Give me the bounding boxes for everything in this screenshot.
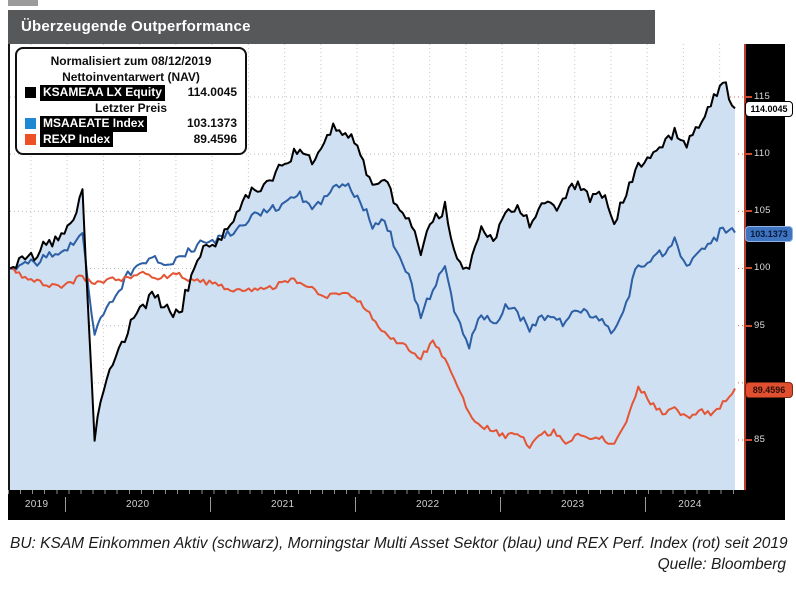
y-axis-tick — [746, 267, 752, 270]
y-axis-tick-label: 85 — [754, 433, 766, 445]
y-axis-tick — [746, 438, 752, 441]
rexp-line — [10, 266, 736, 449]
legend-last-price-label: Letzter Preis — [94, 100, 168, 115]
figure-caption: BU: KSAM Einkommen Aktiv (schwarz), Morn… — [10, 534, 788, 573]
legend-nav-label: Nettoinventarwert (NAV) — [62, 69, 200, 84]
x-axis-year-separator — [500, 497, 502, 512]
last-price-label-orange: 89.4596 — [745, 382, 793, 398]
y-axis-tick-label: 110 — [754, 148, 771, 160]
blue-swatch-icon — [25, 118, 36, 130]
y-axis-tick-label: 105 — [754, 205, 771, 217]
black-swatch-icon — [25, 87, 36, 99]
x-axis-year-label: 2023 — [560, 499, 585, 510]
y-axis-line — [744, 44, 746, 490]
x-axis-minor-ticks — [8, 490, 734, 494]
y-axis-tick-label: 95 — [754, 319, 766, 331]
x-axis-year-label: 2019 — [24, 499, 49, 510]
x-axis-year-label: 2024 — [678, 499, 702, 510]
legend-item-label: MSAAEATE Index — [40, 116, 148, 132]
y-axis-tick-label: 115 — [754, 91, 771, 102]
legend-item-label: REXP Index — [40, 131, 114, 147]
legend-item-msaaeate: MSAAEATE Index 103.1373 — [25, 116, 237, 132]
caption-source: Quelle: Bloomberg — [657, 556, 786, 573]
legend-normalized-note: Normalisiert zum 08/12/2019 — [50, 54, 212, 68]
x-axis-year-separator — [355, 497, 357, 512]
x-axis-year-separator — [210, 497, 212, 512]
y-axis-tick — [746, 210, 752, 213]
legend-item-ksameaa: KSAMEAA LX Equity 114.0045 — [25, 85, 237, 101]
y-axis-tick — [746, 153, 752, 156]
ksameaa-line — [10, 81, 736, 442]
last-price-label-white: 114.0045 — [745, 101, 793, 118]
ksameaa-area-fill — [10, 82, 735, 490]
x-axis-year-separator — [65, 497, 67, 512]
x-axis-year-label: 2022 — [415, 499, 440, 510]
orange-swatch-icon — [25, 133, 36, 145]
x-axis-year-label: 2021 — [270, 499, 295, 510]
caption-text: BU: KSAM Einkommen Aktiv (schwarz), Morn… — [10, 535, 788, 552]
legend-item-value: 89.4596 — [193, 131, 237, 146]
legend-box: Normalisiert zum 08/12/2019 Nettoinventa… — [15, 47, 247, 155]
crop-artifact — [8, 0, 38, 6]
y-axis-tick-label: 100 — [754, 262, 771, 274]
y-axis-tick — [746, 324, 752, 327]
y-axis-tick — [746, 96, 752, 98]
chart-title: Überzeugende Outperformance — [21, 18, 251, 35]
legend-item-value: 103.1373 — [186, 116, 237, 130]
legend-item-value: 114.0045 — [187, 85, 237, 99]
legend-item-label: KSAMEAA LX Equity — [40, 85, 165, 101]
x-axis-strip: 2019 2020 2021 2022 2023 2024 — [8, 490, 785, 520]
msaaeate-line — [10, 182, 736, 350]
bloomberg-chart: Normalisiert zum 08/12/2019 Nettoinventa… — [8, 44, 793, 520]
legend-item-rexp: REXP Index 89.4596 — [25, 131, 237, 147]
x-axis-year-label: 2020 — [125, 499, 150, 510]
y-axis-strip: 115 110 105 100 95 85 114.0045 103.1373 89.4596 — [744, 44, 793, 520]
x-axis-year-separator — [645, 497, 647, 512]
last-price-label-blue: 103.1373 — [745, 225, 793, 242]
plot-svg — [10, 44, 746, 490]
plot-area: Normalisiert zum 08/12/2019 Nettoinventa… — [8, 44, 746, 490]
chart-title-bar: Überzeugende Outperformance — [8, 10, 655, 44]
